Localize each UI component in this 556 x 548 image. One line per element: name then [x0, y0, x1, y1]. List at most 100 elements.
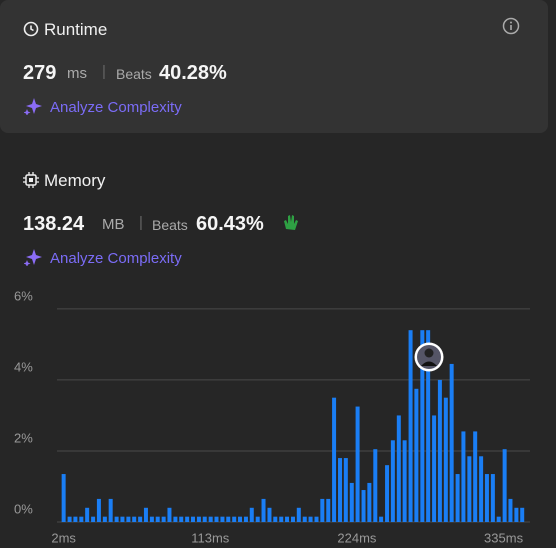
bar [249, 507, 254, 522]
bar [343, 458, 348, 522]
bar [279, 516, 284, 522]
bar [179, 516, 184, 522]
memory-unit: MB [102, 216, 125, 233]
bar [490, 474, 495, 522]
bar [120, 516, 125, 522]
bar [426, 330, 431, 522]
bar [302, 516, 307, 522]
bar [408, 330, 413, 522]
bar [67, 516, 72, 522]
bar [467, 456, 472, 522]
memory-beats: 60.43% [196, 213, 264, 235]
bar [326, 498, 331, 522]
runtime-title: Runtime [44, 20, 108, 39]
bar [202, 516, 207, 522]
bar [85, 507, 90, 522]
bar [449, 363, 454, 522]
avatar-marker [414, 342, 444, 372]
bar [479, 456, 484, 522]
runtime-value: 279 [23, 62, 57, 84]
y-tick-label: 4% [14, 359, 33, 374]
analyze-link[interactable]: Analyze Complexity [50, 99, 182, 116]
bar [261, 498, 266, 522]
bar [155, 516, 160, 522]
beats-label: Beats [152, 217, 188, 233]
bar [61, 474, 66, 522]
bar [320, 498, 325, 522]
bar [214, 516, 219, 522]
bar [79, 516, 84, 522]
bar [255, 516, 260, 522]
bar [220, 516, 225, 522]
bar [273, 516, 278, 522]
bar [96, 498, 101, 522]
bar [208, 516, 213, 522]
clock-icon [23, 21, 39, 37]
chip-icon [23, 172, 39, 188]
bar [190, 516, 195, 522]
separator: | [102, 63, 106, 80]
bar [455, 474, 460, 522]
bar [173, 516, 178, 522]
bar [367, 482, 372, 522]
y-tick-label: 2% [14, 430, 33, 445]
x-tick-label: 113ms [191, 530, 230, 545]
bar [185, 516, 190, 522]
memory-title: Memory [44, 171, 106, 190]
bar [126, 516, 131, 522]
bar [520, 507, 525, 522]
bar [502, 449, 507, 522]
bar [432, 415, 437, 522]
bar [402, 440, 407, 522]
bar [267, 507, 272, 522]
bar [243, 516, 248, 522]
bar [285, 516, 290, 522]
bar [355, 406, 360, 522]
bar [102, 516, 107, 522]
bar [226, 516, 231, 522]
bar [332, 397, 337, 522]
sparkle-icon [24, 98, 42, 115]
bar [514, 507, 519, 522]
separator: | [139, 214, 143, 231]
bar [132, 516, 137, 522]
memory-value: 138.24 [23, 213, 85, 235]
bar [496, 516, 501, 522]
bar [396, 415, 401, 522]
bar [473, 431, 478, 522]
bar [196, 516, 201, 522]
bar [138, 516, 143, 522]
bar [314, 516, 319, 522]
runtime-unit: ms [67, 65, 87, 82]
beats-label: Beats [116, 66, 152, 82]
bar [508, 498, 513, 522]
bar [437, 379, 442, 522]
bar [484, 474, 489, 522]
bar [461, 431, 466, 522]
bar [238, 516, 243, 522]
runtime-card: Runtime 279 ms | Beats 40.28% Analyze Co… [0, 0, 548, 133]
sparkle-icon [24, 249, 42, 266]
bar [290, 516, 295, 522]
analyze-link[interactable]: Analyze Complexity [50, 250, 182, 267]
runtime-beats: 40.28% [159, 62, 227, 84]
x-tick-label: 224ms [337, 530, 377, 545]
bar [149, 516, 154, 522]
bar [414, 388, 419, 522]
info-icon[interactable] [502, 17, 520, 35]
bar [91, 516, 96, 522]
y-tick-label: 6% [14, 288, 33, 303]
bar [385, 465, 390, 522]
bar [420, 330, 425, 522]
bar [379, 516, 384, 522]
bar [108, 498, 113, 522]
bar [373, 449, 378, 522]
bar [308, 516, 313, 522]
x-tick-label: 335ms [484, 530, 524, 545]
bar [443, 397, 448, 522]
bar [296, 507, 301, 522]
bar [161, 516, 166, 522]
bar [232, 516, 237, 522]
bar [143, 507, 148, 522]
